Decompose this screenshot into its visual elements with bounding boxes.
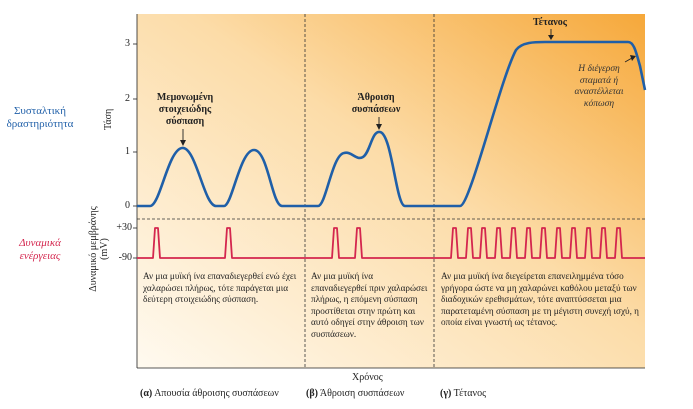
membrane-potential-axis-label: Δυναμικό μεμβράνης (mV) (88, 206, 110, 292)
caption-c: Αν μια μυϊκή ίνα διεγείρεται επανειλημμέ… (441, 271, 639, 328)
caption-a: Αν μια μυϊκή ίνα επαναδιεγερθεί ενώ έχει… (143, 271, 297, 305)
twitch-arrowhead (180, 140, 186, 146)
tick-3: 3 (125, 38, 130, 49)
footer-a-text: Απουσία άθροισης συσπάσεων (154, 388, 279, 399)
footer-a-letter: (α) (140, 388, 153, 399)
contraction-label: Συσταλτική δραστηριότητα (6, 105, 74, 130)
footer-b: (β) Άθροιση συσπάσεων (306, 388, 404, 399)
stimulation-stops-annotation: Η διέγερση σταματά ή αναστέλλεται κόπωση (574, 64, 624, 109)
footer-c-text: Τέτανος (453, 388, 487, 399)
footer-c-letter: (γ) (440, 388, 452, 399)
tension-curve (137, 40, 647, 208)
tension-axis-label: Τάση (103, 108, 114, 130)
footer-b-letter: (β) (306, 388, 318, 399)
action-potentials-label: Δυναμικά ενέργειας (19, 237, 61, 262)
tick-minus90: -90 (118, 252, 132, 263)
action-potential-trace (137, 227, 645, 259)
footer-a: (α) Απουσία άθροισης συσπάσεων (140, 388, 279, 399)
summation-annotation: Άθροιση συσπάσεων (351, 92, 401, 115)
tension-ticks (133, 43, 137, 259)
tick-0: 0 (125, 200, 130, 211)
summation-arrowhead (376, 124, 382, 130)
x-axis-label: Χρόνος (352, 372, 383, 383)
fatigue-arrowhead (630, 55, 636, 61)
footer-c: (γ) Τέτανος (440, 388, 486, 399)
tetanus-arrowhead (548, 35, 554, 40)
caption-b: Αν μια μυϊκή ίνα επαναδιεγερθεί πριν χαλ… (311, 271, 428, 339)
single-twitch-annotation: Μεμονωμένη στοιχειώδης σύσπαση (156, 92, 214, 127)
fatigue-arrow (624, 57, 633, 63)
tick-1: 1 (125, 146, 130, 157)
tick-2: 2 (125, 93, 130, 104)
tick-plus30: +30 (116, 222, 132, 233)
tetanus-annotation: Τέτανος (533, 17, 567, 28)
panel-background (137, 14, 645, 368)
footer-b-text: Άθροιση συσπάσεων (319, 388, 405, 399)
